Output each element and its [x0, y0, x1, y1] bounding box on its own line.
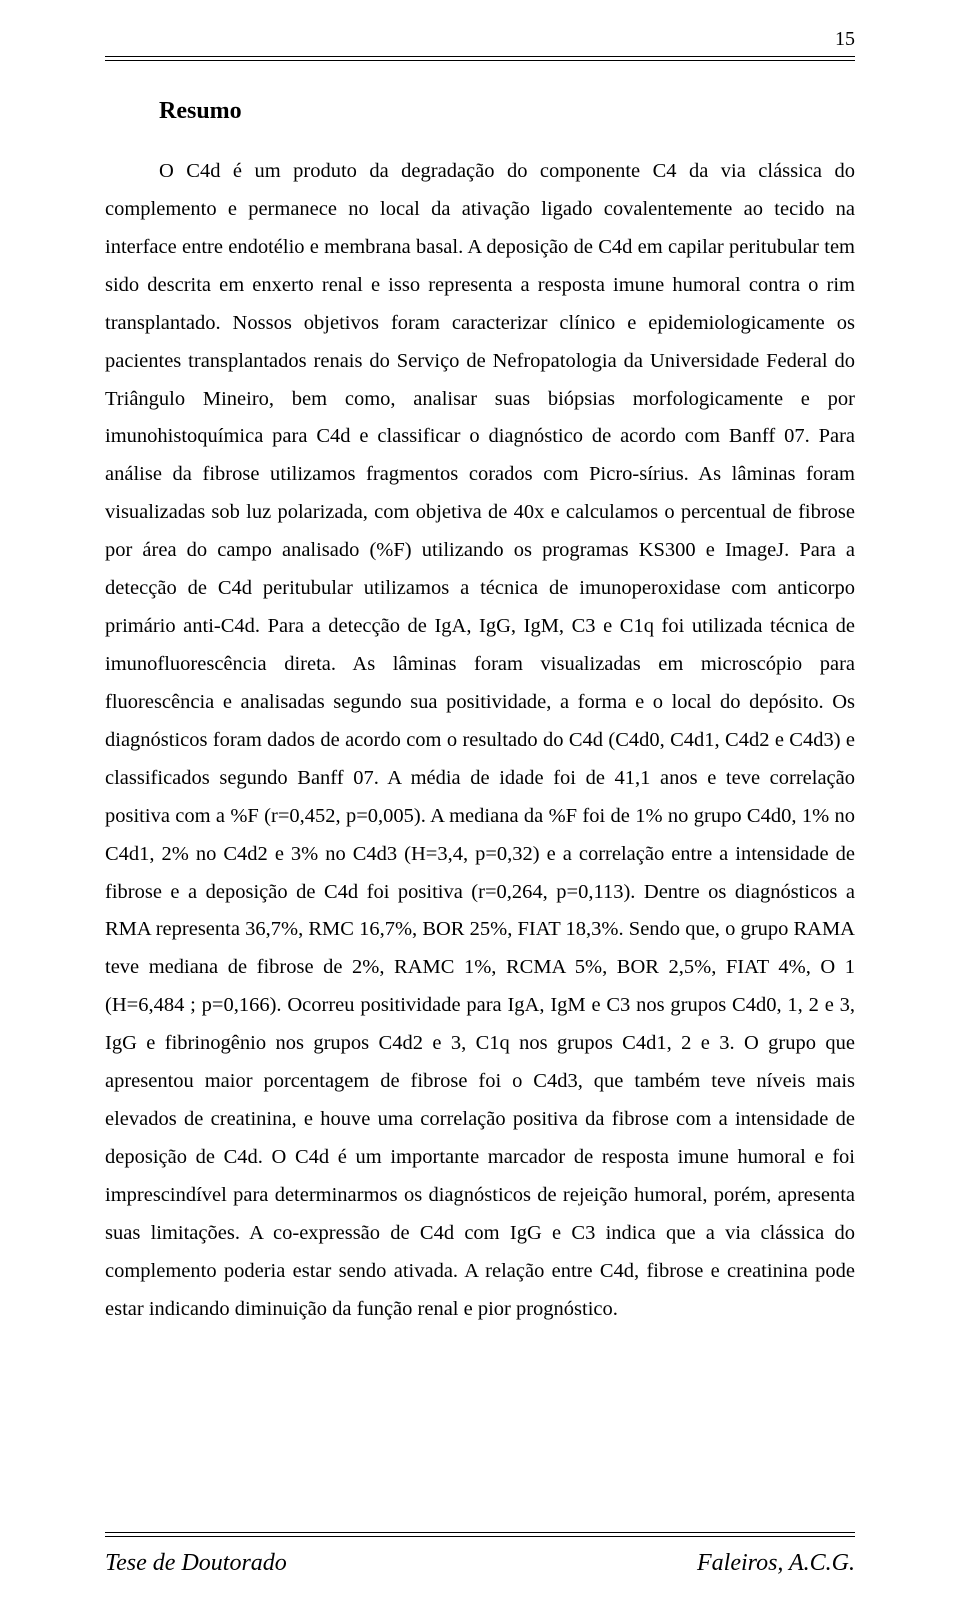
page: 15 Resumo O C4d é um produto da degradaç…: [0, 0, 960, 1607]
top-rule: [105, 56, 855, 61]
section-title: Resumo: [105, 98, 855, 125]
bottom-rule: [105, 1532, 855, 1537]
page-number: 15: [835, 28, 855, 51]
footer-left: Tese de Doutorado: [105, 1550, 287, 1577]
body-text: O C4d é um produto da degradação do comp…: [105, 153, 855, 1329]
content-area: Resumo O C4d é um produto da degradação …: [105, 98, 855, 1329]
footer-right: Faleiros, A.C.G.: [697, 1550, 855, 1577]
